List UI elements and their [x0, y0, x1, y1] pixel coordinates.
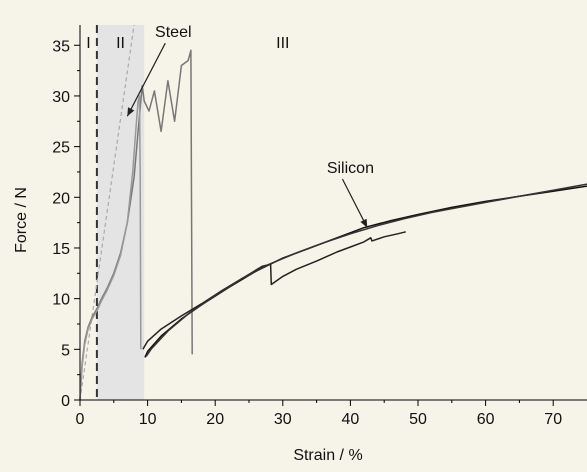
series-line-3: [142, 231, 406, 350]
series-line-1: [79, 49, 193, 401]
plot-regions: [96, 25, 145, 400]
x-tick-label: 30: [274, 411, 292, 428]
x-tick-label: 60: [477, 411, 495, 428]
series-line-4: [144, 185, 587, 358]
y-tick-label: 20: [52, 190, 70, 207]
plot-lines: [79, 24, 135, 401]
axes: 0 10 20 30 40 50 60 70 0 5 10 15 20 25 30 35: [52, 25, 587, 428]
x-tick-label: 40: [342, 411, 360, 428]
y-tick-label: 30: [52, 89, 70, 106]
region-label-1: I: [86, 35, 90, 52]
series-line-2: [79, 95, 142, 401]
reference-line: [79, 24, 135, 401]
annotation-steel: Steel: [155, 24, 191, 41]
annotation-silicon: Silicon: [327, 160, 374, 177]
shaded-region: [96, 25, 145, 400]
annotation-arrow-head: [360, 218, 368, 228]
x-tick-label: 70: [544, 411, 562, 428]
x-tick-label: 10: [139, 411, 157, 428]
region-label-2: II: [116, 35, 125, 52]
series-line-5: [145, 183, 587, 357]
region-label-3: III: [276, 35, 289, 52]
y-tick-label: 10: [52, 292, 70, 309]
x-tick-label: 20: [206, 411, 224, 428]
annotation-arrow-line: [341, 178, 368, 228]
series-group: [79, 49, 587, 401]
x-tick-label: 0: [76, 411, 85, 428]
y-tick-label: 35: [52, 38, 70, 55]
y-axis-label: Force / N: [13, 187, 30, 253]
annotation-arrow-line: [126, 42, 166, 117]
y-tick-label: 15: [52, 241, 70, 258]
annotation-arrow-head: [127, 107, 135, 117]
x-axis-label: Strain / %: [293, 447, 362, 464]
y-tick-label: 25: [52, 140, 70, 157]
x-tick-label: 50: [409, 411, 427, 428]
y-tick-label: 0: [61, 393, 70, 410]
y-tick-label: 5: [61, 342, 70, 359]
